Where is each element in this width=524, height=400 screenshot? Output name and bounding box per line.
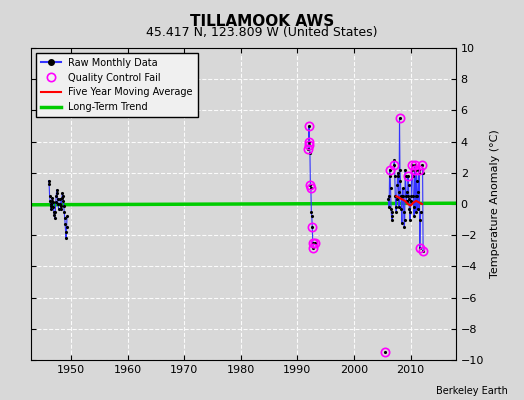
Text: 45.417 N, 123.809 W (United States): 45.417 N, 123.809 W (United States) [146, 26, 378, 39]
Legend: Raw Monthly Data, Quality Control Fail, Five Year Moving Average, Long-Term Tren: Raw Monthly Data, Quality Control Fail, … [36, 53, 198, 117]
Text: Berkeley Earth: Berkeley Earth [436, 386, 508, 396]
Y-axis label: Temperature Anomaly (°C): Temperature Anomaly (°C) [489, 130, 500, 278]
Text: TILLAMOOK AWS: TILLAMOOK AWS [190, 14, 334, 29]
